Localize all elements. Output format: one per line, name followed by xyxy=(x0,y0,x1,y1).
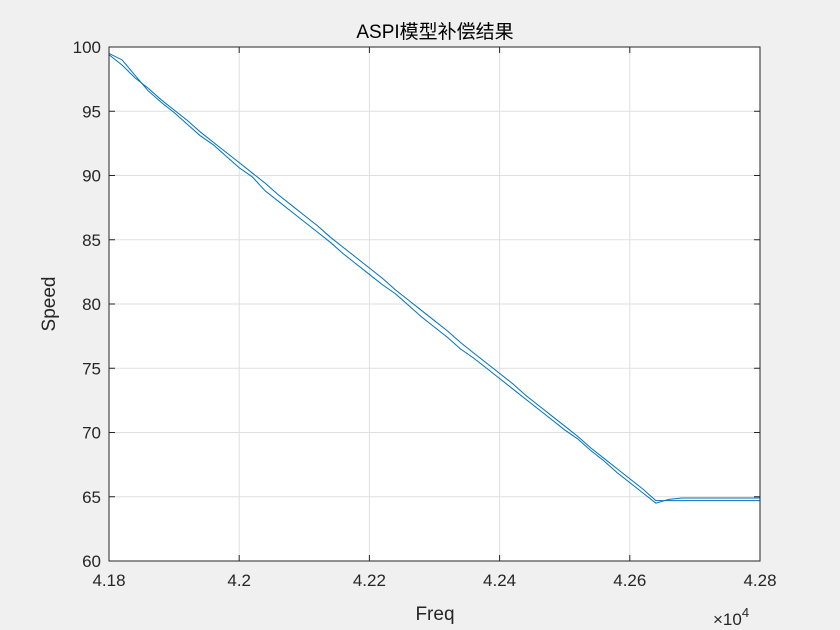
y-tick-label: 95 xyxy=(82,102,101,121)
y-tick-label: 60 xyxy=(82,552,101,571)
y-tick-label: 80 xyxy=(82,295,101,314)
y-tick-label: 70 xyxy=(82,424,101,443)
chart-title: ASPI模型补偿结果 xyxy=(356,21,513,43)
y-axis-label: Speed xyxy=(39,277,60,332)
series-line-measured xyxy=(108,52,760,504)
y-tick-label: 75 xyxy=(82,359,101,378)
x-tick-label: 4.2 xyxy=(227,571,251,590)
x-tick-label: 4.18 xyxy=(92,571,125,590)
x-tick-label: 4.28 xyxy=(743,571,776,590)
x-exponent-label: ×104 xyxy=(713,605,749,629)
x-axis-label: Freq xyxy=(415,604,454,625)
x-exponent-power: 4 xyxy=(742,605,749,620)
tick-labels: 4.18 4.2 4.22 4.24 4.26 4.28 60 65 70 75 80 85 90 95 1… xyxy=(73,38,777,590)
series-line-compensated xyxy=(108,54,760,502)
x-exponent-base: ×10 xyxy=(713,610,742,629)
y-tick-label: 90 xyxy=(82,167,101,186)
y-tick-label: 100 xyxy=(73,38,101,57)
x-tick-label: 4.26 xyxy=(613,571,646,590)
x-tick-label: 4.24 xyxy=(483,571,516,590)
x-tick-label: 4.22 xyxy=(353,571,386,590)
y-tick-label: 85 xyxy=(82,231,101,250)
y-tick-label: 65 xyxy=(82,488,101,507)
series-layer xyxy=(108,52,760,504)
ticks xyxy=(108,46,761,562)
